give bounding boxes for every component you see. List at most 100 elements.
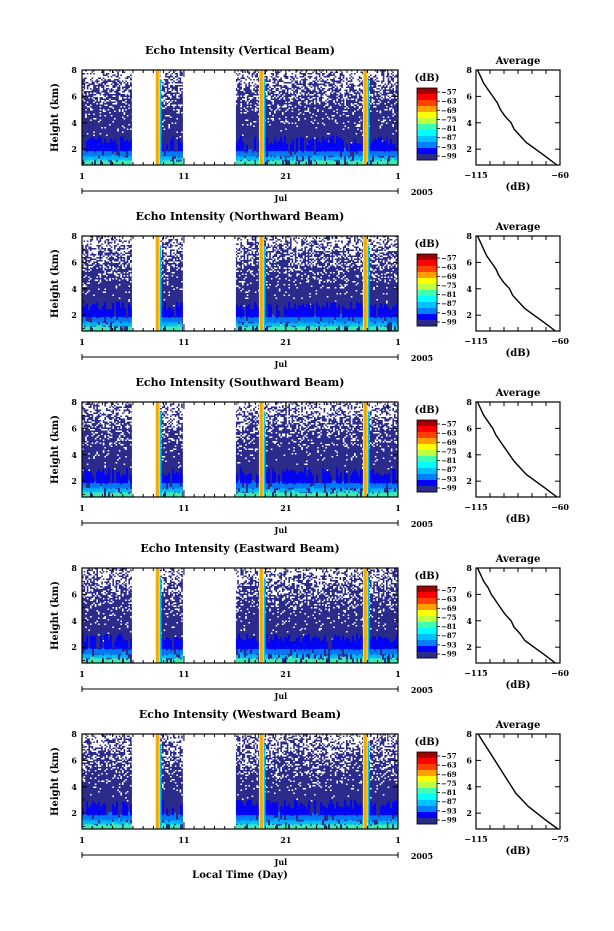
y-tick-label: 2 (71, 808, 77, 818)
colorbar-segment (417, 302, 437, 309)
y-tick-label: 8 (71, 729, 77, 739)
x-tick-label: 21 (280, 171, 291, 181)
high-echo-edge (159, 79, 162, 165)
profile-frame (475, 69, 561, 166)
colorbar-tick-label: −69 (441, 106, 457, 115)
profile-title: Average (495, 720, 541, 731)
heatmap-noise (82, 568, 398, 646)
profile-xlabel: (dB) (506, 182, 531, 193)
colorbar-segment (417, 272, 437, 279)
colorbar-segment (417, 432, 437, 439)
profile-y-tick-label: 8 (466, 397, 472, 407)
year-label: 2005 (411, 851, 433, 861)
colorbar-segment (417, 456, 437, 463)
colorbar-segment (417, 154, 437, 161)
profile-x-tick-label: −115 (464, 502, 487, 512)
y-tick-label: 8 (71, 563, 77, 573)
data-gap (182, 236, 236, 331)
heatmap-frame (81, 733, 399, 830)
colorbar-segment (417, 474, 437, 481)
profile-y-tick-label: 4 (466, 284, 472, 294)
profile-y-tick-label: 6 (466, 257, 472, 267)
colorbar-segment (417, 764, 437, 771)
x-tick-label: 1 (79, 171, 85, 181)
profile-x-tick-label: −60 (551, 502, 569, 512)
colorbar-segment (417, 486, 437, 493)
heatmap-low-band-0 (84, 157, 398, 165)
profile-xlabel: (dB) (506, 846, 531, 857)
profile-frame (475, 567, 561, 664)
panel-3: Echo Intensity (Eastward Beam) 2 4 6 8 Height… (50, 542, 569, 701)
colorbar-segment (417, 652, 437, 659)
y-tick-label: 4 (71, 450, 77, 460)
colorbar-frame (416, 419, 438, 493)
colorbar-segment (417, 646, 437, 653)
high-echo-core (364, 70, 367, 165)
colorbar-segment (417, 266, 437, 273)
month-label: Jul (274, 193, 288, 203)
colorbar-segment (417, 450, 437, 457)
colorbar-segment (417, 812, 437, 819)
colorbar-segment (417, 758, 437, 765)
colorbar-segment (417, 800, 437, 807)
colorbar-segment (417, 592, 437, 599)
profile-line (477, 733, 559, 830)
profile-xlabel: (dB) (506, 348, 531, 359)
heatmap-low-band-3 (86, 135, 396, 152)
colorbar-segment (417, 752, 437, 759)
month-label: Jul (274, 691, 288, 701)
panel-4: Echo Intensity (Westward Beam) 2 4 6 8 Height… (50, 708, 569, 867)
high-echo-edge (263, 411, 266, 497)
colorbar-segment (417, 142, 437, 149)
profile-frame (475, 733, 561, 830)
data-gap (131, 402, 156, 497)
profile-x-tick-label: −60 (551, 336, 569, 346)
profile-xlabel: (dB) (506, 680, 531, 691)
high-echo-core (156, 236, 159, 331)
panel-title: Echo Intensity (Eastward Beam) (140, 542, 339, 555)
high-echo-core (260, 734, 263, 829)
y-tick-label: 4 (71, 782, 77, 792)
colorbar-segment (417, 314, 437, 321)
high-echo-core (364, 734, 367, 829)
colorbar-segment (417, 634, 437, 641)
panel-title: Echo Intensity (Vertical Beam) (145, 44, 335, 57)
year-label: 2005 (411, 685, 433, 695)
high-echo-edge (159, 577, 162, 663)
year-label: 2005 (411, 187, 433, 197)
figure-xlabel: Local Time (Day) (192, 870, 288, 881)
colorbar-tick-label: −87 (441, 133, 457, 142)
profile-xlabel: (dB) (506, 514, 531, 525)
profile-y-tick-label: 2 (466, 476, 472, 486)
y-tick-label: 8 (71, 231, 77, 241)
high-echo-core (260, 236, 263, 331)
colorbar-segment (417, 308, 437, 315)
high-echo-edge (263, 577, 266, 663)
year-label: 2005 (411, 353, 433, 363)
x-tick-label: 1 (395, 337, 401, 347)
colorbar-segment (417, 124, 437, 131)
profile-y-tick-label: 4 (466, 782, 472, 792)
high-echo-core (364, 568, 367, 663)
x-tick-label: 11 (178, 171, 189, 181)
data-gap (131, 568, 156, 663)
profile-frame (475, 235, 561, 332)
profile-title: Average (495, 56, 541, 67)
colorbar-tick-label: −63 (441, 263, 457, 272)
x-tick-label: 1 (79, 503, 85, 513)
colorbar-segment (417, 788, 437, 795)
colorbar-tick-label: −57 (441, 420, 457, 429)
profile-y-tick-label: 2 (466, 642, 472, 652)
y-tick-label: 6 (71, 423, 77, 433)
profile-y-tick-label: 4 (466, 450, 472, 460)
colorbar-segment (417, 420, 437, 427)
high-echo-edge (367, 245, 370, 331)
colorbar-segment (417, 782, 437, 789)
x-tick-label: 1 (79, 835, 85, 845)
colorbar-tick-label: −87 (441, 299, 457, 308)
x-tick-label: 21 (280, 835, 291, 845)
heatmap-area (82, 568, 398, 663)
colorbar-tick-label: −63 (441, 97, 457, 106)
colorbar-tick-label: −69 (441, 604, 457, 613)
colorbar-segment (417, 426, 437, 433)
